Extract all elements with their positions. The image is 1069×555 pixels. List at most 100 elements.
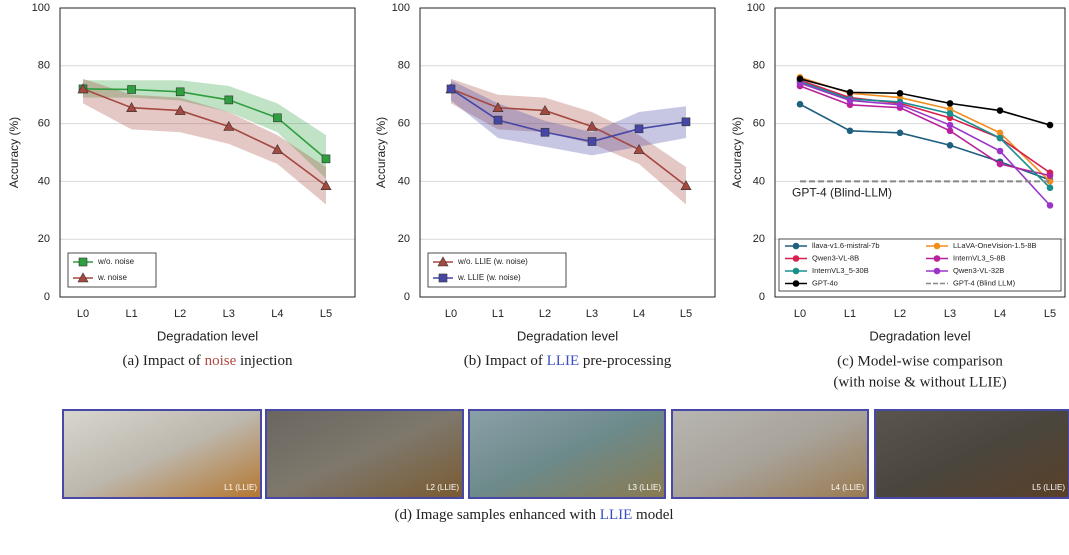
marker [271,143,283,154]
legend-label: w. noise [97,273,127,282]
y-tick-label: 100 [747,2,765,14]
x-tick-label: L3 [944,308,956,320]
y-tick-label: 60 [753,118,765,130]
marker [175,87,185,97]
marker [996,134,1004,142]
caption-part: model [632,507,673,523]
image-sample [671,409,869,499]
plot-frame [419,7,716,298]
x-tick-label: L2 [539,308,551,320]
marker [587,137,597,146]
legend-label: LLaVA-OneVision-1.5-8B [953,241,1037,250]
caption-part: (b) Impact of [464,353,547,369]
marker [438,273,448,283]
marker [273,113,282,123]
caption-part: pre-processing [579,353,672,369]
marker [792,267,800,275]
image-sample [62,409,262,499]
caption-part: noise [205,353,237,369]
marker [996,107,1004,114]
x-tick-label: L2 [894,308,906,320]
image-label: L2 (LLIE) [426,483,459,492]
x-tick-label: L1 [492,308,504,320]
marker [933,267,941,275]
x-tick-label: L1 [844,308,856,320]
marker [127,85,136,94]
x-tick-label: L4 [633,308,645,320]
marker [846,97,854,104]
image-label: L4 (LLIE) [831,483,864,492]
y-axis-title: Accuracy (%) [7,117,21,188]
marker [77,272,89,283]
x-axis-title: Degradation level [869,328,970,343]
marker [1046,121,1054,129]
marker [320,180,332,191]
y-tick-label: 20 [38,233,50,245]
x-tick-label: L4 [271,308,283,320]
series-line [450,88,687,143]
y-axis-title: Accuracy (%) [730,117,744,188]
y-tick-label: 20 [398,233,410,245]
x-tick-label: L0 [77,308,89,320]
marker [437,256,449,267]
caption: (b) Impact of LLIE pre-processing [464,353,672,369]
legend-label: w/o. noise [97,257,135,266]
x-tick-label: L4 [994,308,1006,320]
y-tick-label: 20 [753,233,765,245]
legend-label: llava-v1.6-mistral-7b [812,241,880,250]
caption-part: LLIE [600,507,632,523]
caption: (a) Impact of noise injection [123,353,293,369]
caption-part: (a) Impact of [123,353,205,369]
marker [792,255,800,262]
x-tick-label: L5 [320,308,332,320]
legend-box [427,252,567,288]
marker [946,121,954,129]
caption-part: injection [236,353,293,369]
marker [1046,178,1054,185]
legend-label: w. LLIE (w. noise) [457,273,521,282]
marker [321,154,331,164]
legend-label: InternVL3_5-30B [812,266,869,275]
marker [896,89,904,97]
marker [896,129,904,137]
x-tick-label: L1 [125,308,137,320]
y-tick-label: 60 [398,118,410,130]
marker [1046,202,1054,209]
image-sample [874,409,1069,499]
legend-label: Qwen3-VL-32B [953,266,1004,275]
marker [174,104,186,115]
legend-label: GPT-4o [812,278,838,287]
image-label: L3 (LLIE) [628,483,661,492]
marker [1046,172,1054,179]
y-tick-label: 0 [404,291,410,303]
y-tick-label: 40 [753,175,765,187]
band [451,78,686,205]
caption-line: (c) Model-wise comparison [837,353,1003,369]
marker [78,257,88,267]
plot-frame [59,7,356,298]
marker [586,120,598,131]
legend-label: GPT-4 (Blind LLM) [953,278,1016,287]
series-line [799,82,1051,206]
band [83,80,326,179]
series-line [799,80,1051,189]
marker [996,129,1004,137]
marker [996,147,1004,155]
plot-frame [774,7,1066,298]
marker [223,120,235,131]
marker [946,141,954,149]
series-line [450,88,687,187]
marker [846,127,854,135]
y-tick-label: 80 [38,60,50,72]
marker [493,115,503,125]
y-tick-label: 40 [38,175,50,187]
x-tick-label: L0 [445,308,457,320]
marker [446,84,456,94]
annotation: GPT-4 (Blind-LLM) [792,186,892,200]
marker [792,280,800,287]
marker [996,160,1004,168]
marker [224,95,234,105]
caption-part: (d) Image samples enhanced with [394,507,599,523]
y-tick-label: 80 [398,60,410,72]
